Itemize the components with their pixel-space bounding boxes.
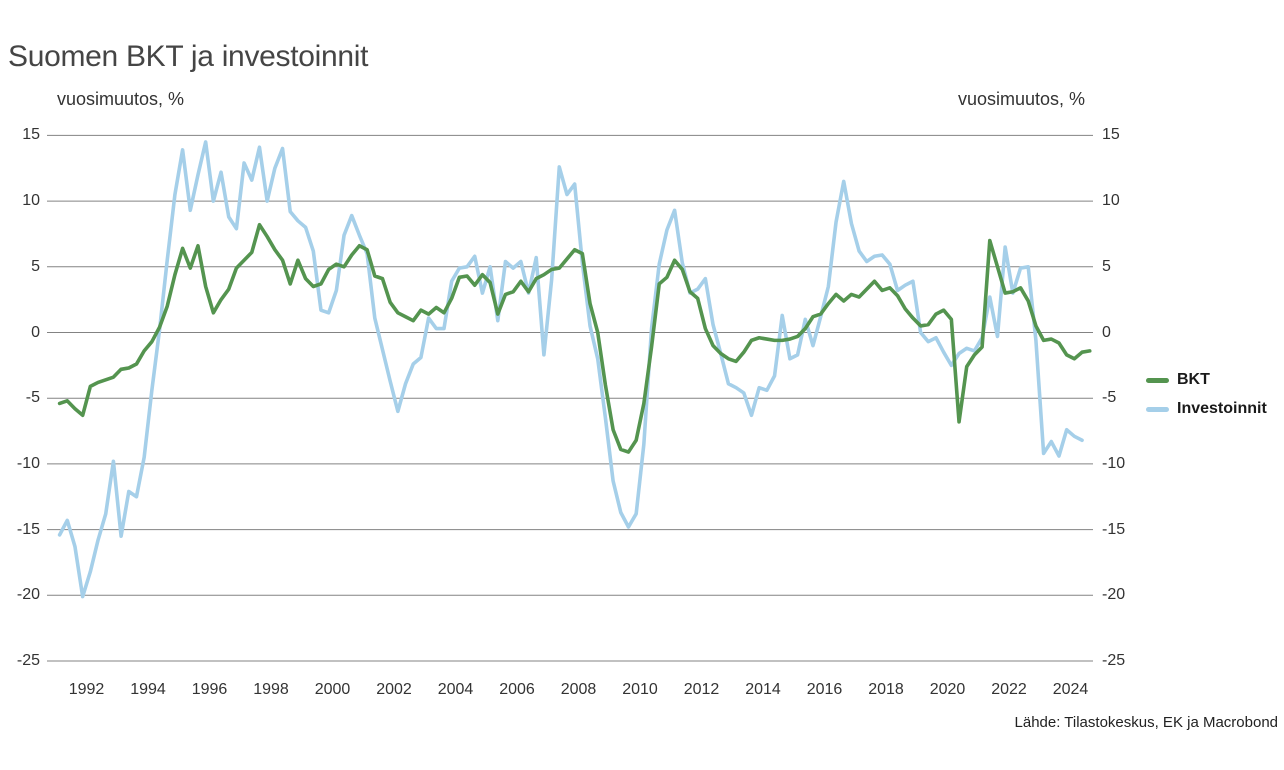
- x-tick-2006: 2006: [499, 681, 535, 698]
- legend-item-investoinnit: Investoinnit: [1146, 400, 1267, 418]
- y-tick-left-15: 15: [22, 126, 40, 144]
- x-tick-2022: 2022: [991, 681, 1027, 698]
- investoinnit-line: [57, 140, 1084, 599]
- x-tick-2012: 2012: [683, 681, 720, 698]
- y-tick-left-10: 10: [22, 192, 40, 210]
- legend: BKT Investoinnit: [1146, 371, 1267, 429]
- x-tick-1996: 1996: [191, 681, 228, 698]
- y-tick-right--10: -10: [1102, 454, 1126, 472]
- y-tick-right--25: -25: [1102, 652, 1126, 669]
- y-tick-right-15: 15: [1102, 126, 1120, 144]
- y-tick-left-5: 5: [31, 257, 40, 275]
- y-tick-right-10: 10: [1102, 192, 1120, 210]
- x-tick-2014: 2014: [745, 681, 781, 698]
- x-tick-1992: 1992: [68, 681, 105, 698]
- y-tick-left--25: -25: [16, 652, 40, 669]
- y-tick-left--20: -20: [16, 586, 40, 604]
- y-tick-left-0: 0: [31, 323, 40, 341]
- x-tick-2024: 2024: [1052, 681, 1089, 698]
- y-tick-left--10: -10: [16, 454, 40, 472]
- x-tick-2008: 2008: [560, 681, 597, 698]
- investoinnit-line-swatch: [1146, 406, 1169, 412]
- y-tick-right-0: 0: [1102, 323, 1111, 341]
- legend-item-bkt: BKT: [1146, 371, 1267, 389]
- legend-label-bkt: BKT: [1177, 371, 1210, 388]
- y-axis-label-left: vuosimuutos, %: [57, 89, 185, 109]
- bkt-line-swatch: [1146, 377, 1169, 383]
- x-tick-2004: 2004: [437, 681, 474, 698]
- y-tick-right--15: -15: [1102, 520, 1126, 538]
- y-tick-right-5: 5: [1102, 257, 1111, 275]
- y-tick-right--5: -5: [1102, 389, 1117, 407]
- legend-label-investoinnit: Investoinnit: [1177, 400, 1267, 417]
- x-tick-2002: 2002: [376, 681, 412, 698]
- y-axis-label-right: vuosimuutos, %: [957, 89, 1085, 109]
- x-tick-2018: 2018: [868, 681, 904, 698]
- y-tick-left--15: -15: [16, 520, 40, 538]
- bkt-line: [57, 222, 1092, 454]
- source-note: Lähde: Tilastokeskus, EK ja Macrobond: [1014, 714, 1278, 731]
- x-tick-2020: 2020: [929, 681, 966, 698]
- x-tick-1994: 1994: [130, 681, 166, 698]
- chart-title: Suomen BKT ja investoinnit: [8, 40, 369, 73]
- x-tick-2000: 2000: [314, 681, 351, 698]
- x-tick-1998: 1998: [253, 681, 289, 698]
- x-tick-2010: 2010: [622, 681, 658, 698]
- x-tick-2016: 2016: [806, 681, 843, 698]
- y-tick-left--5: -5: [25, 389, 40, 407]
- y-tick-right--20: -20: [1102, 586, 1126, 604]
